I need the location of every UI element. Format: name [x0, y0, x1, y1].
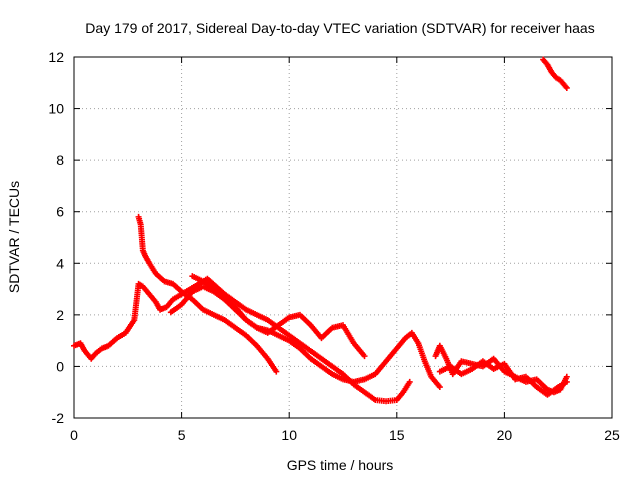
x-axis-label: GPS time / hours	[287, 457, 394, 473]
series-branch-f	[436, 358, 570, 398]
x-tick-label: 10	[281, 427, 297, 443]
chart-title: Day 179 of 2017, Sidereal Day-to-day VTE…	[85, 20, 594, 36]
grid	[74, 57, 612, 418]
data-point	[563, 373, 570, 380]
data-point	[436, 384, 443, 391]
data-point	[563, 84, 570, 91]
y-tick-label: 2	[56, 307, 64, 323]
x-tick-label: 25	[604, 427, 620, 443]
y-tick-label: -2	[52, 410, 65, 426]
data-point	[406, 378, 413, 385]
plot-frame	[73, 56, 613, 419]
data-points	[71, 56, 570, 405]
y-tick-label: 0	[56, 358, 64, 374]
y-axis-label: SDTVAR / TECUs	[6, 181, 22, 293]
x-tick-label: 15	[389, 427, 405, 443]
series-branch-d	[167, 283, 368, 360]
series-branch-a	[71, 275, 413, 405]
data-point	[563, 378, 570, 385]
data-point	[361, 353, 368, 360]
x-tick-label: 20	[497, 427, 513, 443]
series-late-arc	[540, 56, 570, 91]
y-tick-label: 6	[56, 204, 64, 220]
y-tick-label: 4	[56, 255, 64, 271]
axis-ticks: 0 5 10 15 20 25 -2 0 2 4 6 8 10 12	[48, 49, 620, 443]
y-tick-label: 8	[56, 152, 64, 168]
data-point	[273, 368, 280, 375]
x-tick-label: 0	[70, 427, 78, 443]
series-branch-c	[189, 273, 443, 391]
y-tick-label: 10	[48, 101, 64, 117]
x-tick-label: 5	[178, 427, 186, 443]
series-branch-b	[135, 213, 280, 375]
y-tick-label: 12	[48, 49, 64, 65]
